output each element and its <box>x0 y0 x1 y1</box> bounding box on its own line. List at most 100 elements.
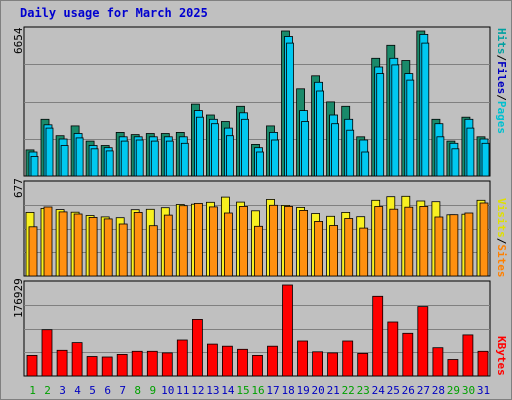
sites-bar-day-11 <box>178 205 188 277</box>
kbytes-bar-day-10 <box>161 352 173 377</box>
legend-hits: Hits <box>495 28 508 55</box>
sites-bar-day-8 <box>133 211 143 277</box>
x-tick-label-day-6: 6 <box>104 384 111 397</box>
pages-bar-day-1 <box>30 155 39 177</box>
pages-bar-day-6 <box>105 150 114 177</box>
pages-bar-day-16 <box>256 151 264 177</box>
x-tick-label-day-22: 22 <box>342 384 355 397</box>
kbytes-bar-day-3 <box>56 349 68 377</box>
sites-bar-day-13 <box>208 206 218 277</box>
sites-bar-day-30 <box>464 212 474 277</box>
sites-bar-day-20 <box>314 220 324 277</box>
x-tick-label-day-21: 21 <box>327 384 340 397</box>
kbytes-bar-day-5 <box>86 356 98 377</box>
x-tick-label-day-2: 2 <box>44 384 51 397</box>
kbytes-bar-day-9 <box>146 350 158 377</box>
x-tick-label-day-20: 20 <box>311 384 324 397</box>
hits-files-pages-legend: Hits/Files/Pages <box>495 28 508 134</box>
sites-bar-day-19 <box>299 209 309 277</box>
x-tick-label-day-11: 11 <box>176 384 189 397</box>
pages-bar-day-28 <box>436 136 445 177</box>
sites-bar-day-5 <box>88 216 98 277</box>
sites-bar-day-7 <box>118 223 128 277</box>
sites-bar-day-28 <box>434 216 444 277</box>
sites-bar-day-18 <box>284 205 293 277</box>
x-tick-label-day-4: 4 <box>74 384 81 397</box>
pages-bar-day-26 <box>406 79 415 177</box>
x-tick-label-day-1: 1 <box>29 384 36 397</box>
kbytes-bar-day-28 <box>432 347 444 377</box>
pages-bar-day-19 <box>301 121 310 177</box>
pages-bar-day-5 <box>90 148 99 177</box>
pages-bar-day-4 <box>75 137 84 177</box>
x-tick-label-day-25: 25 <box>387 384 400 397</box>
sites-bar-day-17 <box>269 204 278 277</box>
x-tick-label-day-16: 16 <box>251 384 264 397</box>
kbytes-bar-day-26 <box>402 332 414 377</box>
chart-title: Daily usage for March 2025 <box>20 6 208 20</box>
pages-bar-day-3 <box>60 145 69 177</box>
sites-bar-day-14 <box>223 212 233 277</box>
x-tick-label-day-28: 28 <box>432 384 445 397</box>
pages-bar-day-21 <box>331 123 340 177</box>
kbytes-bar-day-25 <box>387 321 399 377</box>
legend-kbytes: KBytes <box>495 336 508 376</box>
kbytes-bar-day-11 <box>176 339 188 377</box>
legend-files: Files <box>495 61 508 95</box>
kbytes-bar-day-8 <box>131 350 143 377</box>
sites-bar-day-26 <box>404 206 414 277</box>
kbytes-bar-day-17 <box>267 345 278 377</box>
x-tick-label-day-17: 17 <box>266 384 279 397</box>
x-tick-label-day-13: 13 <box>206 384 219 397</box>
kbytes-bar-day-4 <box>71 342 83 377</box>
x-tick-label-day-8: 8 <box>134 384 141 397</box>
kbytes-bar-day-27 <box>417 306 429 377</box>
pages-bar-day-7 <box>120 140 129 177</box>
pages-bar-day-24 <box>376 73 385 177</box>
kbytes-legend: KBytes <box>495 336 508 376</box>
kbytes-bar-day-19 <box>297 340 309 377</box>
kbytes-bar-day-29 <box>447 359 459 377</box>
sites-bar-day-15 <box>239 205 248 277</box>
pages-bar-day-13 <box>210 123 219 177</box>
x-tick-label-day-5: 5 <box>89 384 96 397</box>
sites-bar-day-24 <box>374 206 384 277</box>
x-tick-label-day-10: 10 <box>161 384 174 397</box>
sites-bar-day-6 <box>103 218 113 277</box>
sites-bar-day-2 <box>43 206 53 277</box>
sites-bar-day-16 <box>254 225 263 277</box>
pages-bar-day-23 <box>361 151 370 177</box>
pages-bar-day-31 <box>481 142 490 177</box>
x-tick-label-day-9: 9 <box>149 384 156 397</box>
sites-bar-day-10 <box>163 214 173 277</box>
sites-bar-day-22 <box>344 218 354 277</box>
pages-bar-day-18 <box>286 42 294 177</box>
sites-bar-day-12 <box>193 202 203 277</box>
pages-bar-day-10 <box>165 140 174 177</box>
x-tick-label-day-15: 15 <box>236 384 249 397</box>
x-tick-label-day-14: 14 <box>221 384 235 397</box>
kbytes-bar-day-14 <box>221 345 233 377</box>
x-tick-label-day-19: 19 <box>296 384 309 397</box>
legend-separator: / <box>495 94 508 101</box>
pages-bar-day-30 <box>466 127 475 177</box>
pages-bar-day-29 <box>451 148 460 177</box>
sites-bar-day-9 <box>148 225 158 277</box>
x-tick-label-day-26: 26 <box>402 384 415 397</box>
pages-bar-day-9 <box>150 140 159 177</box>
legend-sites: Sites <box>495 244 508 278</box>
pages-bar-day-8 <box>135 139 144 177</box>
x-tick-label-day-30: 30 <box>462 384 475 397</box>
sites-bar-day-21 <box>329 225 339 277</box>
visits-axis-max: 677 <box>12 178 25 198</box>
hits-axis-max: 6654 <box>12 27 25 55</box>
kbytes-bar-day-31 <box>477 350 489 377</box>
x-tick-label-day-12: 12 <box>191 384 204 397</box>
x-tick-label-day-18: 18 <box>281 384 294 397</box>
kbytes-bar-day-13 <box>206 343 218 377</box>
kbytes-bar-day-12 <box>191 318 203 377</box>
kbytes-bar-day-21 <box>327 352 339 377</box>
sites-bar-day-25 <box>389 208 399 277</box>
visits-sites-legend: Visits/Sites <box>495 198 508 278</box>
pages-bar-day-27 <box>421 42 430 177</box>
